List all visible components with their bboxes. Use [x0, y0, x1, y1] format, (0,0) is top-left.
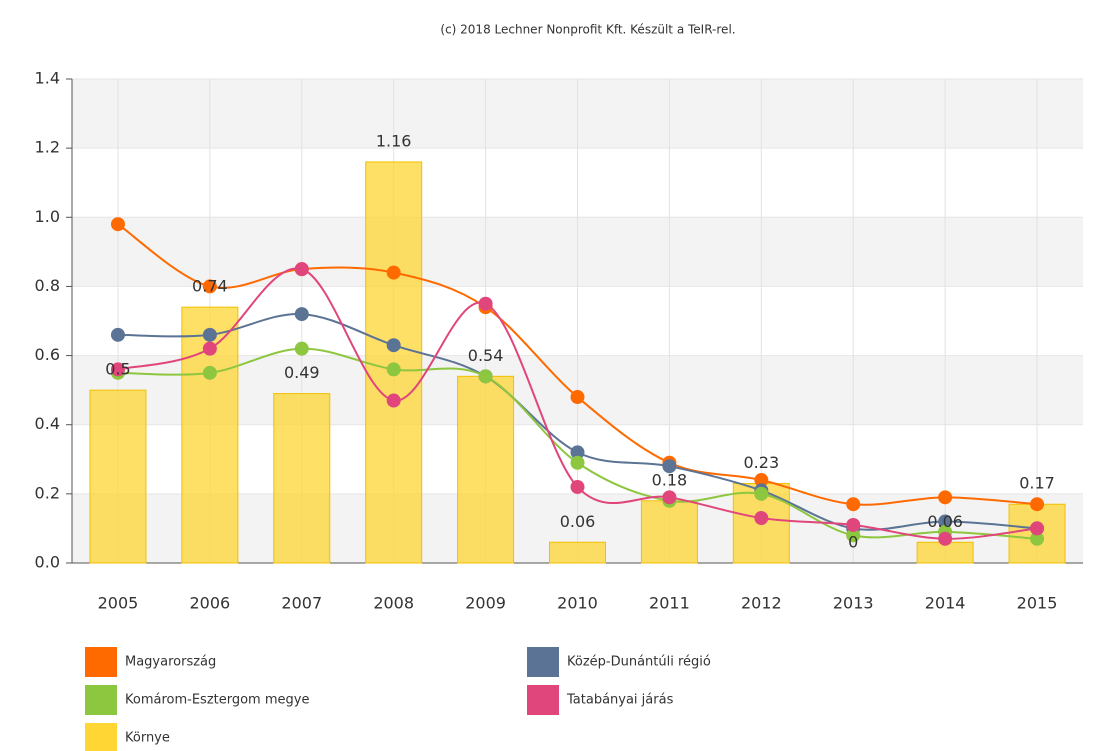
y-tick-label: 0.6	[35, 345, 60, 364]
x-tick-label: 2006	[190, 594, 231, 613]
point	[938, 531, 953, 546]
data-label: 0.54	[468, 346, 504, 365]
y-tick-label: 0.8	[35, 276, 60, 295]
point	[386, 362, 401, 377]
point	[202, 279, 217, 294]
point	[938, 490, 953, 505]
data-label: 0.06	[560, 512, 596, 531]
point	[754, 511, 769, 526]
x-tick-label: 2011	[649, 594, 690, 613]
point	[386, 393, 401, 408]
x-tick-label: 2012	[741, 594, 782, 613]
legend-label: Komárom-Esztergom megye	[125, 693, 309, 708]
bar	[640, 500, 698, 564]
point	[570, 455, 585, 470]
legend-label: Közép-Dunántúli régió	[567, 655, 711, 670]
legend-label: Tatabányai járás	[566, 693, 674, 708]
data-label: 0.74	[192, 277, 228, 296]
point	[1030, 531, 1045, 546]
point	[202, 341, 217, 356]
x-tick-label: 2007	[281, 594, 322, 613]
point	[478, 296, 493, 311]
legend-swatch	[527, 685, 559, 715]
legend-swatch	[85, 723, 117, 751]
point	[754, 486, 769, 501]
point	[478, 369, 493, 384]
bar	[457, 375, 515, 564]
point	[386, 265, 401, 280]
chart-title: (c) 2018 Lechner Nonprofit Kft. Készült …	[440, 23, 735, 37]
point	[110, 217, 125, 232]
y-tick-label: 0.4	[35, 414, 60, 433]
legend-swatch	[527, 647, 559, 677]
data-label: 0.18	[652, 470, 688, 489]
x-tick-label: 2008	[373, 594, 414, 613]
y-tick-label: 1.4	[35, 69, 60, 88]
point	[110, 362, 125, 377]
point	[294, 341, 309, 356]
point	[1030, 497, 1045, 512]
point	[662, 490, 677, 505]
y-tick-label: 1.2	[35, 138, 60, 157]
y-tick-label: 0.0	[35, 553, 60, 572]
point	[294, 307, 309, 322]
x-tick-label: 2009	[465, 594, 506, 613]
point	[386, 338, 401, 353]
data-label: 1.16	[376, 131, 412, 150]
legend-swatch	[85, 647, 117, 677]
point	[110, 327, 125, 342]
point	[846, 528, 861, 543]
data-label: 0.17	[1019, 474, 1055, 493]
point	[1030, 521, 1045, 536]
point	[202, 327, 217, 342]
point	[846, 517, 861, 532]
point	[570, 479, 585, 494]
legend-label: Magyarország	[125, 655, 216, 670]
data-label: 0	[848, 533, 858, 552]
x-tick-label: 2015	[1017, 594, 1058, 613]
point	[294, 262, 309, 277]
data-label: 0.49	[284, 363, 320, 382]
point	[846, 497, 861, 512]
point	[938, 514, 953, 529]
x-tick-label: 2013	[833, 594, 874, 613]
x-tick-label: 2014	[925, 594, 966, 613]
x-tick-label: 2010	[557, 594, 598, 613]
data-label: 0.06	[927, 512, 963, 531]
bar	[549, 541, 606, 564]
bar	[89, 389, 147, 564]
data-label: 0.23	[744, 453, 780, 472]
point	[202, 365, 217, 380]
point	[662, 459, 677, 474]
legend-label: Környe	[125, 731, 170, 746]
legend-swatch	[85, 685, 117, 715]
y-tick-label: 1.0	[35, 207, 60, 226]
data-label: 0.5	[105, 360, 130, 379]
x-tick-label: 2005	[98, 594, 139, 613]
point	[754, 473, 769, 488]
point	[570, 445, 585, 460]
point	[570, 390, 585, 405]
bar	[273, 393, 331, 564]
y-tick-label: 0.2	[35, 483, 60, 502]
